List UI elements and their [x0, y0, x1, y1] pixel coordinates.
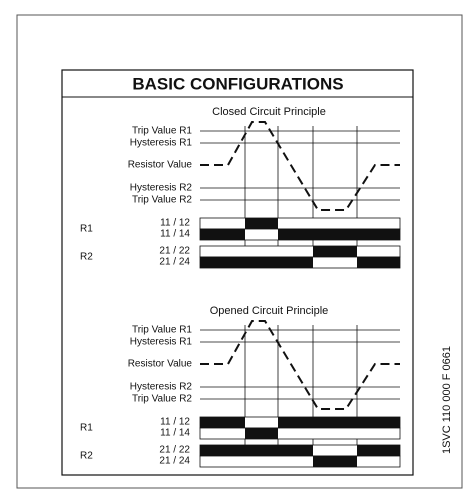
- level-label: Trip Value R1: [132, 325, 192, 336]
- contact-track: [199, 217, 401, 230]
- contact-on: [200, 229, 245, 240]
- section-title: Opened Circuit Principle: [210, 305, 329, 317]
- contact-on: [357, 445, 400, 456]
- contact-on: [278, 229, 400, 240]
- relay-name: R1: [80, 423, 93, 434]
- contact-on: [200, 257, 313, 268]
- contact-on: [278, 417, 400, 428]
- level-label: Resistor Value: [128, 160, 193, 171]
- side-code: 1SVC 110 000 F 0661: [441, 346, 453, 454]
- contact-on: [313, 246, 357, 257]
- contact-track: [199, 427, 401, 440]
- level-label: Trip Value R2: [132, 394, 192, 405]
- level-label: Hysteresis R2: [130, 183, 193, 194]
- contact-label: 21 / 24: [159, 456, 190, 467]
- resistor-curve: [200, 320, 400, 410]
- level-label: Trip Value R1: [132, 126, 192, 137]
- contact-label: 21 / 24: [159, 257, 190, 268]
- contact-label: 21 / 22: [159, 246, 190, 257]
- contact-on: [245, 428, 278, 439]
- contact-label: 11 / 14: [160, 428, 190, 439]
- level-label: Hysteresis R2: [130, 382, 193, 393]
- contact-track: [199, 455, 401, 468]
- contact-track: [199, 245, 401, 258]
- relay-name: R2: [80, 252, 93, 263]
- contact-on: [357, 257, 400, 268]
- contact-on: [245, 218, 278, 229]
- contact-label: 11 / 12: [160, 417, 190, 428]
- contact-label: 11 / 12: [160, 218, 190, 229]
- outer-frame: [16, 14, 463, 489]
- title: BASIC CONFIGURATIONS: [132, 74, 343, 93]
- contact-on: [313, 456, 357, 467]
- relay-name: R2: [80, 451, 93, 462]
- level-label: Hysteresis R1: [130, 337, 193, 348]
- contact-label: 11 / 14: [160, 229, 190, 240]
- inner-frame: [61, 69, 414, 476]
- contact-on: [200, 445, 313, 456]
- level-label: Trip Value R2: [132, 195, 192, 206]
- contact-on: [200, 417, 245, 428]
- level-label: Resistor Value: [128, 359, 193, 370]
- section-title: Closed Circuit Principle: [212, 106, 326, 118]
- resistor-curve: [200, 121, 400, 211]
- relay-name: R1: [80, 224, 93, 235]
- contact-label: 21 / 22: [159, 445, 190, 456]
- level-label: Hysteresis R1: [130, 138, 193, 149]
